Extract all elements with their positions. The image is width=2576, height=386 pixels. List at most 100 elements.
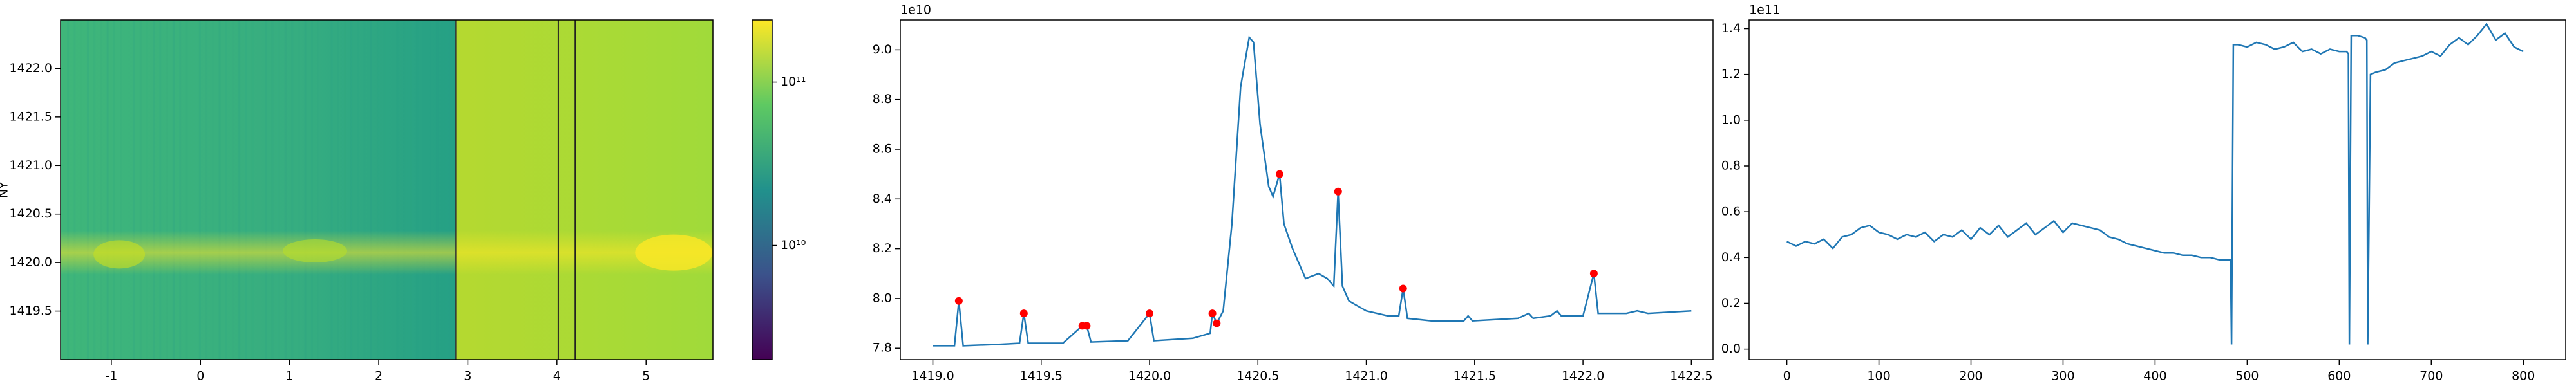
peak-marker (1334, 187, 1342, 196)
x-tick-label: 100 (1867, 369, 1890, 383)
heatmap-blob (635, 234, 713, 271)
heatmap-stripe (251, 20, 254, 360)
x-tick-label: 3 (464, 369, 471, 383)
y-tick-label: 9.0 (873, 42, 892, 57)
x-tick-label: 2 (375, 369, 383, 383)
x-tick-label: 0 (196, 369, 204, 383)
heatmap-stripe (185, 20, 188, 360)
heatmap-stripe (429, 20, 431, 360)
heatmap-stripe (179, 20, 182, 360)
heatmap-stripe (67, 20, 70, 360)
heatmap-stripe (100, 20, 102, 360)
heatmap-stripe (410, 20, 412, 360)
heatmap-stripe (159, 20, 162, 360)
heatmap-stripe (153, 20, 155, 360)
x-tick-label: 1421.5 (1454, 369, 1496, 383)
heatmap-stripe (304, 20, 307, 360)
heatmap-stripe (225, 20, 227, 360)
peak-marker (954, 297, 963, 305)
heatmap-stripe (403, 20, 406, 360)
y-tick-label: 1.4 (1721, 21, 1741, 35)
heatmap-stripe (377, 20, 379, 360)
offset-text: 1e10 (900, 3, 931, 17)
x-tick-label: 1422.5 (1670, 369, 1712, 383)
peak-marker (1213, 319, 1221, 327)
heatmap-stripe (205, 20, 208, 360)
heatmap-stripe (80, 20, 82, 360)
x-tick-label: 500 (2235, 369, 2259, 383)
heatmap-stripe (172, 20, 175, 360)
colorbar-tick-label: 10¹¹ (781, 75, 806, 89)
y-tick-label: 1421.0 (10, 158, 52, 172)
x-tick-label: 300 (2051, 369, 2074, 383)
heatmap-stripe (245, 20, 247, 360)
y-tick-label: 1420.0 (10, 255, 52, 270)
x-tick-label: 600 (2327, 369, 2351, 383)
x-tick-label: 5 (642, 369, 650, 383)
x-tick-label: 400 (2143, 369, 2166, 383)
heatmap-stripe (383, 20, 386, 360)
y-tick-label: 1420.5 (10, 207, 52, 221)
heatmap-stripe (139, 20, 142, 360)
heatmap-stripe (330, 20, 333, 360)
heatmap-stripe (73, 20, 76, 360)
heatmap-stripe (422, 20, 425, 360)
heatmap-blob (93, 240, 146, 269)
heatmap-stripe (337, 20, 339, 360)
y-tick-label: 1.0 (1721, 113, 1741, 127)
axes-frame (60, 19, 714, 360)
x-tick-label: -1 (105, 369, 117, 383)
heatmap-stripe (232, 20, 234, 360)
data-line (933, 35, 1692, 347)
colorbar (752, 19, 773, 360)
heatmap-left (61, 20, 456, 360)
heatmap-stripe (212, 20, 214, 360)
peak-marker (1208, 309, 1217, 318)
y-tick-label: 8.4 (873, 192, 892, 206)
x-tick-label: 700 (2420, 369, 2443, 383)
axes-frame (1748, 19, 2566, 360)
y-tick-label: 1422.0 (10, 61, 52, 75)
heatmap-stripe (284, 20, 287, 360)
y-tick-label: 0.0 (1721, 342, 1741, 356)
x-tick-label: 800 (2512, 369, 2535, 383)
x-tick-label: 1422.0 (1562, 369, 1604, 383)
peak-marker (1589, 270, 1598, 278)
y-tick-label: 1419.5 (10, 304, 52, 318)
peak-marker (1019, 309, 1028, 318)
heatmap-stripe (363, 20, 366, 360)
heatmap-stripe (310, 20, 313, 360)
heatmap-stripe (298, 20, 300, 360)
y-tick-label: 7.8 (873, 341, 892, 355)
heatmap-stripe (344, 20, 346, 360)
heatmap-stripe (442, 20, 445, 360)
heatmap-stripe (218, 20, 221, 360)
y-tick-label: 0.6 (1721, 205, 1741, 219)
axes-frame (900, 19, 1714, 360)
y-tick-label: 8.8 (873, 92, 892, 106)
heatmap-right (455, 20, 713, 360)
peak-marker (1083, 322, 1091, 330)
heatmap-stripe (113, 20, 115, 360)
heatmap-stripe (166, 20, 168, 360)
heatmap-stripe (133, 20, 135, 360)
heatmap-stripe (106, 20, 109, 360)
heatmap-stripe (278, 20, 280, 360)
peak-marker (1146, 309, 1154, 318)
heatmap-stripe (291, 20, 294, 360)
heatmap-stripe (93, 20, 96, 360)
y-tick-label: 0.4 (1721, 250, 1741, 264)
y-tick-label: 1.2 (1721, 67, 1741, 81)
heatmap-stripe (238, 20, 241, 360)
heatmap-stripe (436, 20, 439, 360)
heatmap-stripe (396, 20, 399, 360)
heatmap-stripe (370, 20, 372, 360)
x-tick-label: 1420.0 (1128, 369, 1171, 383)
y-tick-label: 8.6 (873, 142, 892, 156)
heatmap-stripe (86, 20, 89, 360)
heatmap-stripe (350, 20, 353, 360)
x-tick-label: 1 (286, 369, 294, 383)
y-axis-label: NY (0, 181, 11, 198)
y-tick-label: 0.8 (1721, 158, 1741, 172)
x-tick-label: 4 (553, 369, 561, 383)
